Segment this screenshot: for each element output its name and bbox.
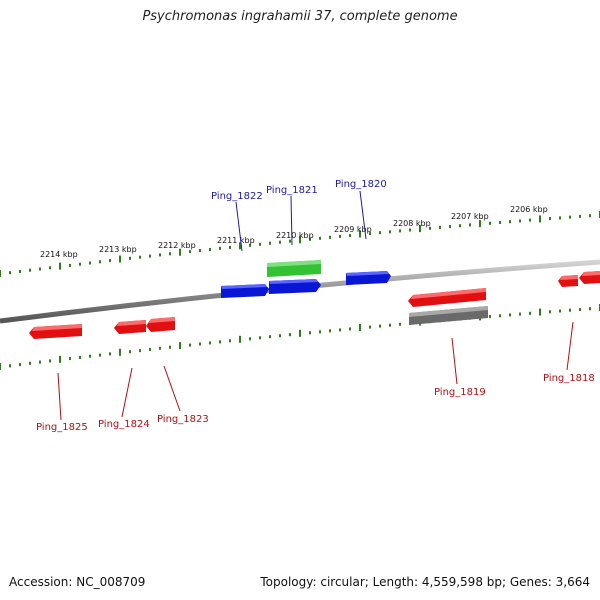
pseudogene-ping-1819[interactable] bbox=[409, 306, 488, 325]
gene-ping-1822[interactable] bbox=[221, 284, 269, 298]
gene-label-ping-1819[interactable]: Ping_1819 bbox=[434, 387, 486, 398]
forward-genes bbox=[221, 260, 391, 298]
label-leader-lines bbox=[57, 190, 574, 421]
map-title: Psychromonas ingrahamii 37, complete gen… bbox=[142, 9, 458, 24]
gene-ping-1823[interactable] bbox=[146, 317, 175, 332]
gene-label-ping-1823[interactable]: Ping_1823 bbox=[157, 414, 209, 425]
scale-label-2207: 2207 kbp bbox=[451, 212, 489, 221]
gene-ping-1821[interactable] bbox=[269, 279, 321, 294]
gene-ping-1818-b[interactable] bbox=[579, 271, 600, 284]
scale-label-2214: 2214 kbp bbox=[40, 250, 78, 259]
gene-label-ping-1818[interactable]: Ping_1818 bbox=[543, 373, 595, 384]
reverse-genes bbox=[29, 271, 600, 339]
gene-ping-1818-a[interactable] bbox=[558, 275, 578, 287]
rna-gene-ping-1821[interactable] bbox=[267, 260, 321, 277]
scale-label-2213: 2213 kbp bbox=[99, 245, 137, 254]
scale-label-2212: 2212 kbp bbox=[158, 241, 196, 250]
genome-stats-text: Topology: circular; Length: 4,559,598 bp… bbox=[260, 575, 590, 589]
gene-ping-1819[interactable] bbox=[408, 288, 486, 307]
gene-ping-1825[interactable] bbox=[29, 324, 82, 339]
gene-label-ping-1821[interactable]: Ping_1821 bbox=[266, 185, 318, 196]
gene-label-ping-1820[interactable]: Ping_1820 bbox=[335, 179, 387, 190]
gene-labels: Ping_1822 Ping_1821 Ping_1820 Ping_1825 … bbox=[36, 179, 595, 433]
accession-text: Accession: NC_008709 bbox=[9, 575, 146, 589]
gene-ping-1820[interactable] bbox=[346, 271, 391, 285]
lower-scale-track bbox=[0, 304, 600, 370]
gene-label-ping-1825[interactable]: Ping_1825 bbox=[36, 422, 88, 433]
scale-label-2209: 2209 kbp bbox=[334, 225, 372, 234]
scale-label-2208: 2208 kbp bbox=[393, 219, 431, 228]
scale-labels: 2214 kbp 2213 kbp 2212 kbp 2211 kbp 2210… bbox=[40, 205, 548, 259]
scale-label-2210: 2210 kbp bbox=[276, 231, 314, 240]
scale-label-2206: 2206 kbp bbox=[510, 205, 548, 214]
gene-ping-1824[interactable] bbox=[114, 320, 146, 334]
scale-label-2211: 2211 kbp bbox=[217, 236, 255, 245]
gene-label-ping-1822[interactable]: Ping_1822 bbox=[211, 191, 263, 202]
upper-scale-track bbox=[0, 211, 600, 277]
gene-label-ping-1824[interactable]: Ping_1824 bbox=[98, 419, 150, 430]
